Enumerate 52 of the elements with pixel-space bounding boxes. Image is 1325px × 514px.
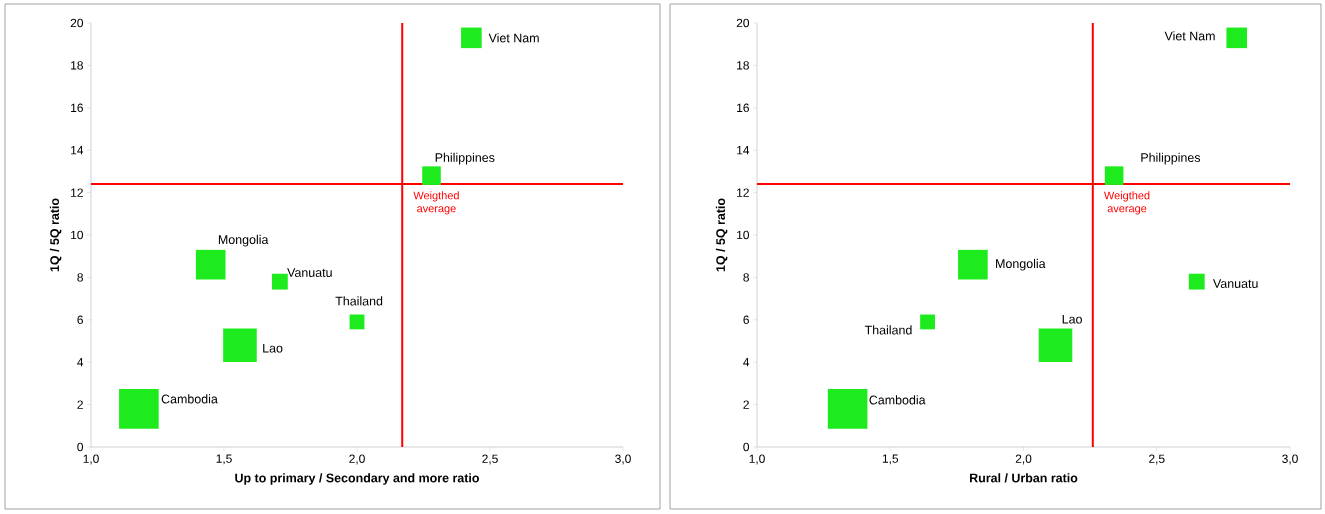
x-axis-title: Rural / Urban ratio [970,473,1078,483]
x-tick-label: 1,0 [749,454,765,465]
y-tick-label: 8 [743,273,749,282]
y-tick-label: 0 [743,442,750,452]
y-tick-label: 14 [737,146,750,155]
annotation: Mongolia [996,258,1046,271]
x-axis-title: Up to primary / Secondary and more ratio [235,473,479,485]
y-tick-label: 18 [71,61,83,70]
annotation: Lao [263,343,283,353]
y-tick-label: 8 [77,273,83,282]
annotation: Vanuatu [287,268,332,277]
x-tick-label: 3,0 [1282,454,1298,465]
annotation: Philippines [435,152,495,165]
x-tick-label: 1,5 [882,454,899,465]
x-tick-label: 1,5 [216,454,232,465]
y-axis-title: 1Q / 5Q ratio [49,198,62,272]
y-tick-label: 18 [737,61,749,70]
y-tick-label: 10 [737,230,750,240]
y-tick-label: 14 [71,146,84,155]
x-tick-label: 2,5 [1149,454,1165,465]
y-tick-label: 6 [743,315,749,325]
y-tick-label: 4 [77,358,84,367]
y-tick-label: 4 [743,358,750,367]
x-tick-label: 2,0 [1015,454,1032,465]
annotation: Cambodia [161,394,218,404]
x-tick-label: 2,5 [482,454,498,465]
y-tick-label: 12 [737,188,749,197]
y-tick-label: 16 [737,103,749,113]
annotation: Viet Nam [488,33,539,43]
x-tick-label: 1,0 [83,454,99,465]
annotation: Viet Nam [1164,31,1215,41]
x-tick-label: 3,0 [615,454,631,465]
annotation: Vanuatu [1213,279,1258,288]
annotation: Mongolia [218,234,269,247]
y-tick-label: 6 [77,315,83,325]
y-axis-title: 1Q / 5Q ratio [715,198,728,272]
annotation: Philippines [1141,152,1201,165]
y-tick-label: 20 [736,18,750,28]
annotation: Lao [1062,314,1082,324]
y-tick-label: 16 [71,103,83,113]
ref-line-label: Weigthed average [1104,191,1150,215]
y-tick-label: 2 [77,400,83,409]
annotation: Cambodia [869,395,926,405]
annotation: Thailand [864,325,912,335]
annotation: Thailand [335,296,383,306]
y-tick-label: 2 [743,400,749,409]
y-tick-label: 10 [71,230,84,240]
y-tick-label: 0 [77,442,84,452]
y-tick-label: 12 [71,188,83,197]
ref-line-label: Weigthed average [413,191,459,215]
x-tick-label: 2,0 [349,454,365,465]
y-tick-label: 20 [70,18,84,28]
